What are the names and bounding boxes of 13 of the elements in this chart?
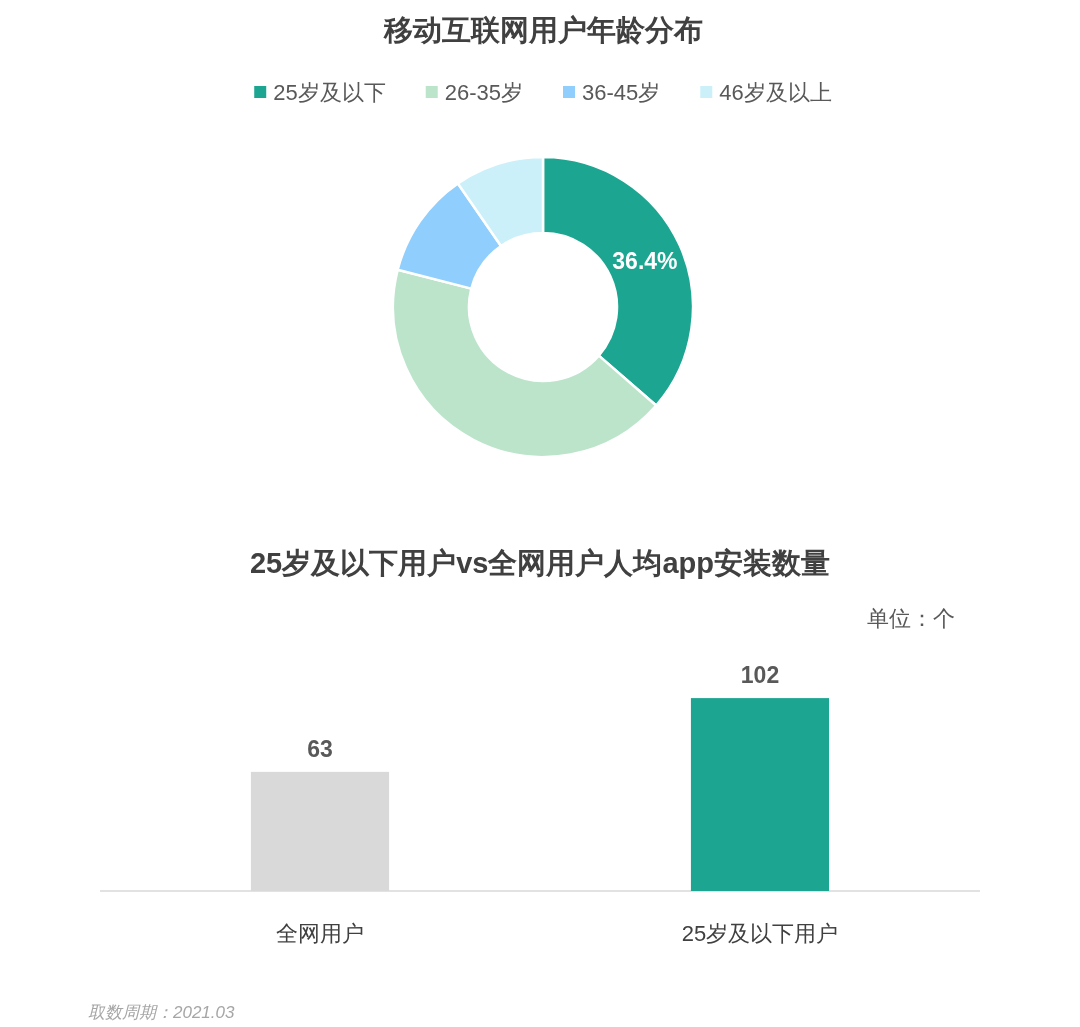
- category-label: 25岁及以下用户: [681, 920, 839, 946]
- data-label: 63: [307, 735, 333, 762]
- legend-label: 26-35岁: [444, 79, 523, 105]
- legend-label: 46岁及以上: [719, 79, 832, 105]
- data-label: 102: [740, 662, 780, 689]
- legend-label: 25岁及以下: [273, 79, 386, 105]
- data-label: 36.4%: [612, 247, 678, 274]
- title: 移动互联网用户年龄分布: [383, 14, 703, 46]
- unit-label: 单位：个: [867, 605, 955, 631]
- category-label: 全网用户: [276, 920, 364, 946]
- legend-label: 36-45岁: [582, 79, 661, 105]
- source-note: 取数周期：2021.03: [88, 1002, 235, 1022]
- title: 25岁及以下用户vs全网用户人均app安装数量: [249, 547, 831, 579]
